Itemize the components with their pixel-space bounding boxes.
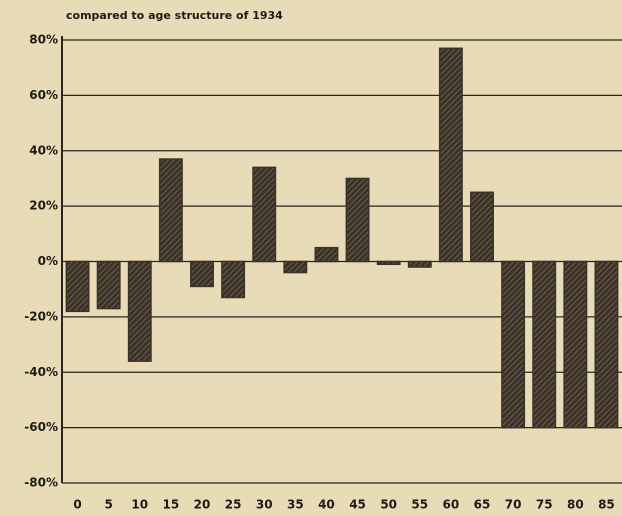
x-tick-label: 25: [225, 498, 242, 512]
bar: [407, 260, 432, 268]
x-tick-label: 75: [536, 498, 553, 512]
y-tick-label: -40%: [24, 365, 58, 379]
bar: [532, 260, 557, 429]
bar: [283, 260, 308, 274]
bar: [501, 260, 526, 429]
bar: [96, 260, 121, 310]
bar: [314, 246, 339, 263]
y-tick-label: 80%: [29, 33, 58, 47]
bar: [252, 166, 277, 263]
bar: [594, 260, 619, 429]
y-tick-label: -20%: [24, 309, 58, 323]
y-tick-label: 40%: [29, 143, 58, 157]
x-tick-label: 85: [598, 498, 615, 512]
bar: [345, 177, 370, 263]
bar: [65, 260, 90, 313]
x-tick-label: 0: [73, 498, 81, 512]
bar: [127, 260, 152, 362]
x-tick-label: 15: [163, 498, 180, 512]
x-tick-label: 10: [131, 498, 148, 512]
bar: [470, 191, 494, 263]
bar: [221, 260, 246, 299]
chart-title: compared to age structure of 1934: [66, 9, 283, 22]
x-tick-label: 65: [474, 498, 491, 512]
x-tick-label: 40: [318, 498, 335, 512]
x-tick-label: 20: [194, 498, 211, 512]
x-tick-label: 50: [380, 498, 397, 512]
y-tick-label: 0%: [38, 254, 58, 268]
x-tick-label: 35: [287, 498, 304, 512]
x-tick-label: 30: [256, 498, 273, 512]
x-tick-label: 70: [505, 498, 522, 512]
y-tick-label: -60%: [24, 420, 58, 434]
bar: [438, 47, 463, 263]
y-tick-label: 20%: [29, 199, 58, 213]
x-tick-label: 80: [567, 498, 584, 512]
x-tick-label: 45: [349, 498, 366, 512]
x-tick-label: 55: [411, 498, 428, 512]
y-tick-label: 60%: [29, 88, 58, 102]
bar: [563, 260, 588, 429]
bar: [158, 158, 183, 263]
y-tick-label: -80%: [24, 476, 58, 490]
x-tick-label: 5: [104, 498, 112, 512]
bar: [376, 260, 401, 266]
x-tick-label: 60: [443, 498, 460, 512]
bar: [190, 260, 214, 288]
